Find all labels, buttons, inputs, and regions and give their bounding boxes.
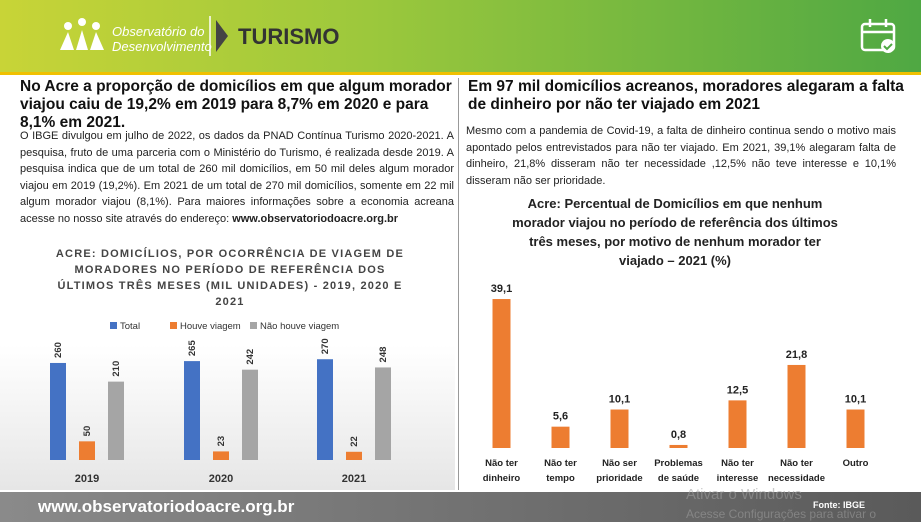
logo-text: Desenvolvimento	[112, 39, 212, 54]
right-headline: Em 97 mil domicílios acreanos, moradores…	[468, 78, 904, 113]
link: www.observatoriodoacre.org.br	[232, 212, 399, 225]
x-tick-label: Não ter necessidade	[768, 458, 825, 484]
bar	[346, 451, 362, 460]
value-label: 0,8	[671, 429, 686, 441]
legend-swatch	[170, 322, 177, 329]
bar	[79, 441, 95, 460]
value-label: 50	[82, 426, 93, 437]
value-label: 270	[320, 338, 331, 354]
x-tick-label: Problemas de saúde	[654, 458, 703, 484]
column-divider	[458, 78, 459, 490]
x-tick-label: Não ser prioridade	[596, 458, 642, 484]
footer-site: www.observatoriodoacre.org.br	[38, 497, 295, 516]
x-tick-label: 2019	[75, 473, 99, 485]
bar	[728, 400, 747, 448]
bar	[787, 364, 806, 448]
bar	[492, 299, 511, 448]
legend-swatch	[250, 322, 257, 329]
x-tick-label: 2020	[209, 473, 233, 485]
x-tick-label: Outro	[843, 458, 869, 469]
value-label: 242	[245, 349, 256, 365]
value-label: 210	[111, 361, 122, 377]
bar	[375, 367, 391, 460]
chart-title: Acre: Percentual de Domicílios em que ne…	[512, 196, 838, 268]
x-tick-label: Não ter interesse	[717, 458, 759, 484]
value-label: 10,1	[609, 394, 630, 406]
bar	[669, 444, 688, 448]
legend-label: Não houve viagem	[260, 321, 339, 332]
footer-bar	[0, 492, 921, 522]
header-art: Observatório do Desenvolvimento TURISMO	[60, 16, 896, 56]
bar	[242, 369, 258, 460]
value-label: 265	[187, 340, 198, 357]
bar	[317, 359, 333, 460]
chart: Total Houve viagem Não houve viagem 2019 260…	[50, 321, 391, 485]
calendar-icon	[860, 19, 896, 53]
paragraph-text: O IBGE divulgou em julho de 2022, os dad…	[20, 130, 454, 225]
value-label: 5,6	[553, 411, 568, 423]
header-rule	[0, 72, 921, 75]
bar	[108, 381, 124, 460]
value-label: 23	[216, 436, 227, 447]
legend-swatch	[110, 322, 117, 329]
value-label: 260	[53, 342, 64, 358]
chart-title: ACRE: DOMICÍLIOS, POR OCORRÊNCIA DE VIAG…	[55, 248, 405, 308]
watermark: Acesse Configurações para ativar o	[686, 507, 877, 521]
legend-label: Houve viagem	[180, 321, 241, 332]
chart: 39,1 Não ter dinheiro 5,6 Não ter tempo 10,1 Nã…	[483, 283, 869, 484]
x-tick-label: Não ter dinheiro	[483, 458, 521, 484]
value-label: 12,5	[727, 384, 748, 396]
bar	[50, 362, 66, 460]
bar	[610, 409, 629, 448]
left-paragraph: O IBGE divulgou em julho de 2022, os dad…	[20, 128, 454, 227]
value-label: 10,1	[845, 394, 866, 406]
section-title: TURISMO	[238, 24, 339, 49]
logo-icon	[60, 18, 104, 50]
bar	[846, 409, 865, 448]
x-tick-label: 2021	[342, 473, 366, 485]
watermark: Ativar o Windows	[686, 486, 802, 503]
value-label: 248	[378, 347, 389, 363]
value-label: 22	[349, 436, 360, 447]
header-bar	[0, 0, 921, 72]
bar	[213, 451, 229, 460]
legend-label: Total	[120, 321, 140, 332]
x-tick-label: Não ter tempo	[544, 458, 577, 484]
right-paragraph: Mesmo com a pandemia de Covid-19, a falt…	[466, 125, 896, 187]
value-label: 39,1	[491, 283, 512, 295]
source: Fonte: IBGE	[813, 500, 865, 510]
chevron	[216, 20, 228, 52]
left-headline: No Acre a proporção de domicílios em que…	[20, 78, 452, 131]
bar	[551, 426, 570, 448]
value-label: 21,8	[786, 349, 807, 361]
bar	[184, 361, 200, 460]
logo-text: Observatório do	[112, 24, 205, 39]
